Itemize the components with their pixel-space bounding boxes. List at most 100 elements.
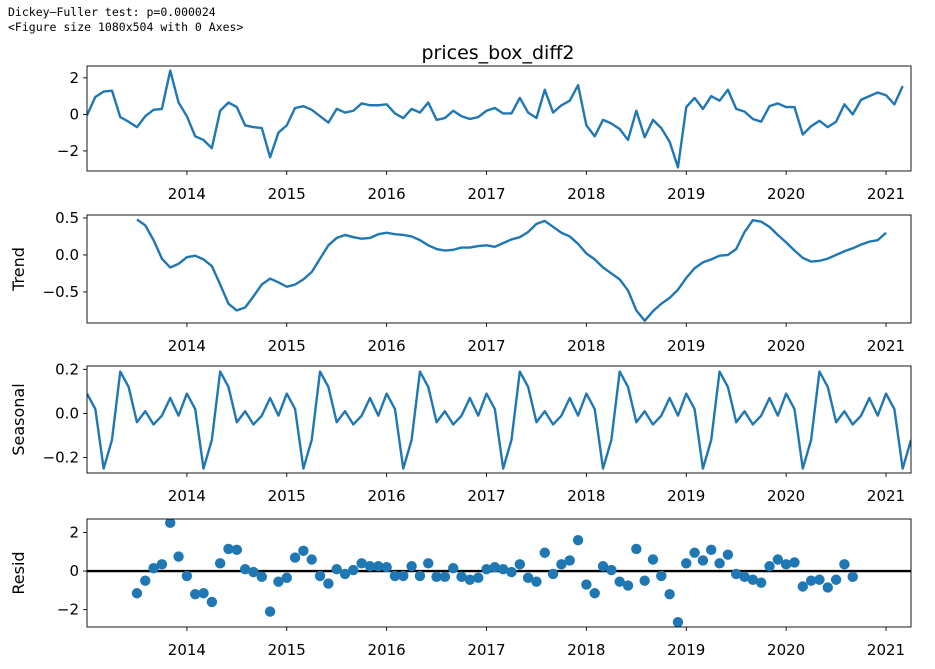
resid-point (406, 561, 417, 572)
resid-point (472, 572, 484, 584)
figure-size-note: <Figure size 1080x504 with 0 Axes> (8, 20, 244, 34)
resid-point (639, 575, 650, 586)
x-tick-label: 2017 (467, 641, 505, 659)
resid-point (331, 563, 342, 575)
resid-point (214, 558, 226, 569)
x-tick-label: 2021 (867, 337, 905, 355)
resid-point (597, 561, 609, 572)
x-tick-label: 2020 (767, 185, 805, 203)
x-tick-label: 2019 (667, 641, 705, 659)
x-tick-label: 2019 (667, 487, 705, 505)
x-tick-label: 2015 (268, 641, 306, 659)
x-tick-label: 2020 (767, 337, 805, 355)
axes-frame (86, 365, 912, 474)
resid-point (572, 535, 584, 546)
axes-frame (86, 518, 912, 628)
resid-point (672, 616, 684, 627)
resid-point (606, 564, 617, 576)
resid-point (664, 589, 675, 600)
x-tick-label: 2017 (467, 337, 505, 355)
resid-point (431, 571, 442, 583)
resid-point (481, 563, 492, 575)
y-tick-label: 0 (69, 562, 79, 580)
x-tick-label: 2019 (667, 185, 705, 203)
resid-point (381, 562, 392, 573)
x-tick-label: 2014 (168, 337, 206, 355)
y-tick-label: 0.2 (55, 360, 79, 378)
resid-point (364, 561, 376, 572)
resid-point (373, 561, 384, 572)
plot-area (87, 519, 911, 627)
x-tick-label: 2018 (567, 641, 605, 659)
resid-point (747, 574, 759, 585)
resid-point (356, 558, 367, 569)
y-tick-label: 2 (69, 69, 79, 87)
resid-point (755, 577, 767, 588)
resid-point (830, 574, 842, 585)
x-tick-label: 2016 (368, 185, 406, 203)
resid-point (264, 606, 276, 617)
x-tick-label: 2021 (867, 185, 905, 203)
resid-point (339, 568, 351, 580)
resid-point (814, 574, 825, 585)
series-line (136, 218, 887, 322)
resid-point (190, 589, 201, 600)
x-tick-label: 2021 (867, 487, 905, 505)
y-tick-label: −2 (57, 142, 79, 160)
resid-point (772, 554, 784, 565)
resid-point (131, 588, 143, 599)
x-tick-label: 2020 (767, 641, 805, 659)
resid-point (198, 588, 209, 599)
resid-point (764, 561, 775, 572)
x-tick-label: 2021 (867, 641, 905, 659)
panel-resid: 2 0 −2 2014 2015 2016 2017 2018 2019 2020 2021 Resi… (9, 518, 912, 659)
resid-point (647, 554, 659, 565)
resid-point (622, 580, 634, 591)
resid-point (589, 588, 600, 599)
panel-observed: 2 0 −2 2014 2015 2016 2017 2018 2019 2020 2021 (57, 65, 912, 203)
x-tick-label: 2015 (268, 337, 306, 355)
x-tick-label: 2018 (567, 487, 605, 505)
resid-point (714, 558, 725, 569)
resid-point (281, 572, 292, 584)
resid-point (706, 544, 717, 556)
series-line (87, 370, 911, 470)
series-line (87, 69, 904, 169)
x-tick-label: 2014 (168, 641, 206, 659)
resid-point (531, 576, 542, 587)
x-tick-label: 2017 (467, 487, 505, 505)
resid-point (156, 559, 168, 570)
resid-point (581, 579, 592, 590)
x-tick-label: 2018 (567, 337, 605, 355)
x-tick-label: 2014 (168, 487, 206, 505)
resid-point (464, 574, 476, 585)
resid-point (797, 581, 808, 592)
resid-point (298, 545, 309, 557)
resid-point (547, 568, 559, 580)
plot-area (87, 370, 911, 470)
resid-point (306, 554, 317, 565)
resid-point (439, 571, 451, 583)
y-axis-label: Resid (9, 551, 28, 594)
resid-point (423, 558, 434, 569)
x-tick-label: 2015 (268, 185, 306, 203)
y-tick-label: 2 (69, 524, 79, 542)
y-tick-label: 0 (69, 105, 79, 123)
resid-point (165, 519, 176, 529)
resid-point (822, 582, 833, 593)
panel-seasonal: 0.2 0.0 −0.2 2014 2015 2016 2017 2018 2019 2020 20… (9, 360, 912, 505)
resid-point (722, 549, 734, 560)
resid-point (181, 570, 193, 582)
y-tick-label: −0.5 (43, 283, 79, 301)
resid-point (289, 552, 301, 563)
resid-point (256, 571, 267, 583)
resid-point (148, 562, 159, 574)
resid-point (839, 559, 850, 570)
x-tick-label: 2018 (567, 185, 605, 203)
y-axis-label: Trend (9, 247, 28, 292)
y-axis-label: Seasonal (9, 383, 28, 455)
resid-point (847, 571, 858, 583)
resid-point (739, 571, 750, 583)
resid-point (539, 547, 550, 558)
